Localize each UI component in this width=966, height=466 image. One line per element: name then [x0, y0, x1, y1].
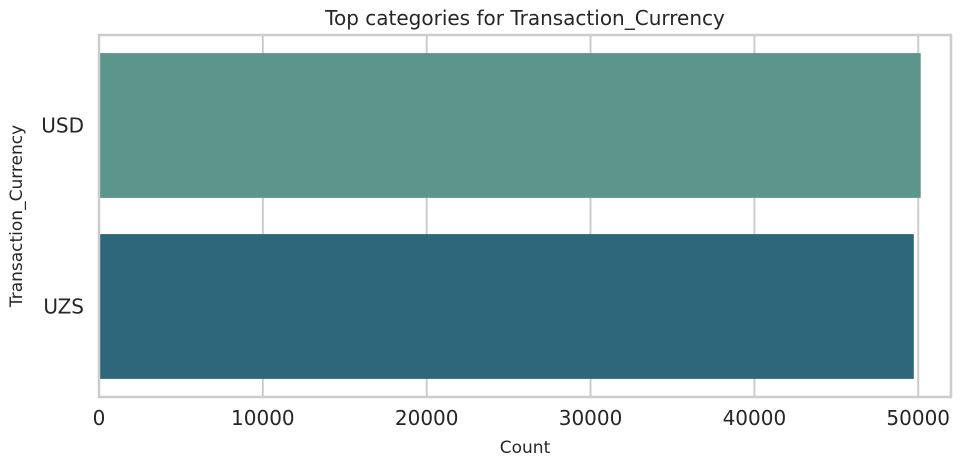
x-tick-label-5: 50000 — [886, 406, 950, 430]
x-axis-label: Count — [500, 438, 551, 458]
x-tick-labels: 0 10000 20000 30000 40000 50000 — [93, 406, 950, 430]
bars — [99, 53, 921, 379]
chart-title: Top categories for Transaction_Currency — [324, 6, 725, 30]
y-axis-label: Transaction_Currency — [7, 125, 27, 308]
bar-usd — [99, 53, 921, 198]
x-tick-label-4: 40000 — [723, 406, 787, 430]
x-tick-label-1: 10000 — [231, 406, 295, 430]
bar-uzs — [99, 234, 914, 379]
plot-frame — [97, 33, 953, 399]
y-tick-label-uzs: UZS — [43, 295, 84, 319]
y-tick-label-usd: USD — [41, 114, 84, 138]
y-tick-labels: USD UZS — [41, 114, 84, 319]
x-tick-label-0: 0 — [93, 406, 106, 430]
x-tick-label-3: 30000 — [559, 406, 623, 430]
x-tick-label-2: 20000 — [395, 406, 459, 430]
